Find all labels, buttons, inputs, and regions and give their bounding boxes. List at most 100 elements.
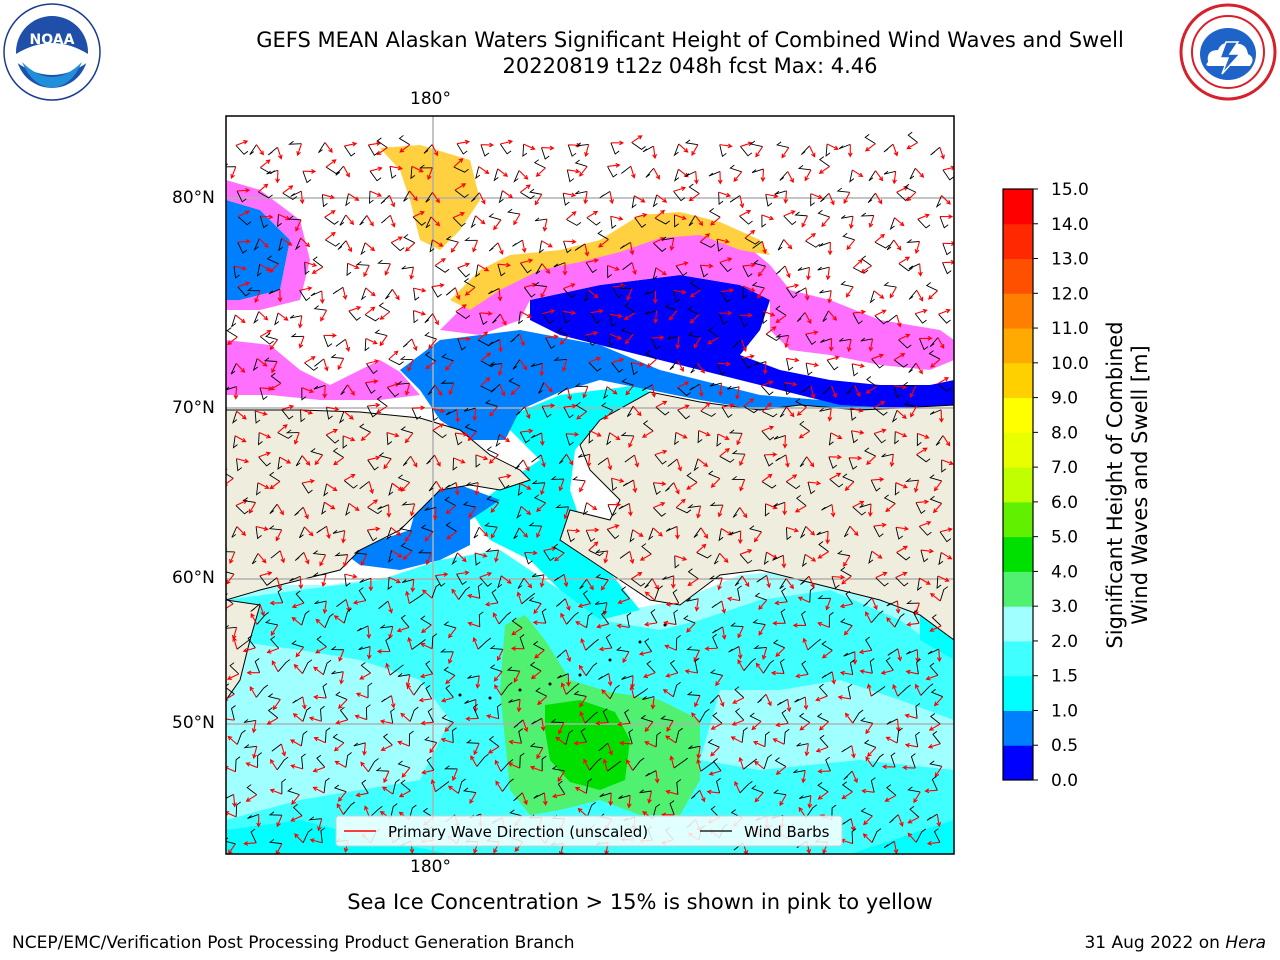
wind-barb	[445, 521, 457, 532]
wave-direction-arrow	[806, 267, 811, 281]
wave-direction-arrow	[937, 377, 950, 385]
wave-direction-arrow	[851, 430, 865, 435]
wind-barb	[585, 638, 599, 651]
wave-direction-arrow	[391, 289, 400, 301]
wind-barb	[320, 827, 326, 843]
wind-barb	[313, 305, 327, 311]
wave-direction-arrow	[237, 281, 251, 288]
wave-direction-arrow	[652, 146, 657, 160]
wind-barb	[870, 479, 881, 492]
wave-direction-arrow	[334, 760, 347, 768]
wave-direction-arrow	[775, 647, 786, 658]
wind-barb	[729, 164, 742, 173]
wave-direction-arrow	[607, 162, 621, 168]
wave-direction-arrow	[895, 431, 908, 438]
sea-ice-coast	[226, 340, 420, 400]
wave-direction-arrow	[831, 574, 846, 580]
wind-barb	[551, 765, 565, 772]
wave-direction-arrow	[421, 589, 433, 599]
wind-barb	[369, 170, 382, 182]
wind-barb	[498, 190, 504, 204]
wave-direction-arrow	[609, 333, 623, 340]
wind-barb	[696, 552, 712, 559]
wind-barb	[805, 362, 813, 376]
wind-barb	[467, 674, 480, 679]
wave-direction-arrow	[379, 311, 391, 320]
wave-direction-arrow	[694, 695, 701, 708]
wind-barb	[873, 525, 884, 538]
wave-direction-arrow	[342, 435, 356, 442]
wind-barb	[356, 625, 369, 632]
wind-barb	[367, 682, 373, 698]
wind-barb	[509, 809, 523, 817]
wave-direction-arrow	[298, 336, 305, 349]
wind-barb	[774, 757, 787, 767]
wind-barb	[498, 611, 512, 625]
wind-barb	[545, 337, 556, 350]
wind-barb	[739, 315, 749, 328]
wind-barb	[502, 778, 514, 792]
wind-barb	[464, 699, 477, 704]
wind-barb	[378, 600, 389, 609]
wind-barb	[621, 675, 634, 680]
wind-barb	[535, 263, 543, 275]
wind-barb	[335, 691, 348, 700]
wave-direction-arrow	[742, 262, 756, 268]
wind-barb	[853, 267, 869, 274]
wind-barb	[779, 658, 785, 674]
wind-barb	[312, 256, 324, 268]
wave-direction-arrow	[279, 456, 292, 464]
wind-barb	[707, 739, 720, 748]
wave-direction-arrow	[236, 458, 250, 464]
wave-direction-arrow	[323, 358, 329, 372]
wave-direction-arrow	[579, 696, 587, 708]
wind-barb	[801, 554, 807, 568]
wave-direction-arrow	[400, 481, 411, 492]
wave-direction-arrow	[644, 721, 654, 733]
wind-barb	[226, 327, 238, 338]
wind-barb	[553, 356, 567, 361]
wave-direction-arrow	[388, 626, 394, 640]
wave-direction-arrow	[737, 659, 745, 671]
wind-barb	[445, 684, 454, 698]
lat-label-50: 50°N	[172, 713, 215, 733]
wind-barb	[607, 504, 617, 517]
wave-direction-arrow	[360, 553, 368, 566]
wind-barb	[257, 191, 273, 199]
colorbar-swatch	[1003, 640, 1033, 677]
wind-barb	[687, 331, 701, 338]
wind-barb	[292, 696, 304, 704]
wind-barb	[368, 191, 374, 204]
colorbar-tick-label: 11.0	[1051, 319, 1089, 339]
wave-direction-arrow	[897, 648, 903, 662]
wave-direction-arrow	[916, 289, 924, 302]
wave-direction-arrow	[272, 699, 281, 711]
wind-barb	[909, 168, 916, 180]
wave-direction-arrow	[362, 742, 367, 756]
wave-direction-arrow	[295, 646, 305, 658]
wind-barb	[295, 455, 303, 467]
wind-barb	[267, 146, 278, 156]
wind-barb	[828, 612, 834, 628]
wind-barb	[497, 575, 503, 589]
wave-direction-arrow	[493, 671, 503, 682]
wind-barb	[359, 423, 371, 433]
wind-barb	[781, 587, 788, 603]
wind-barb	[675, 265, 688, 277]
wave-direction-arrow	[913, 791, 921, 804]
wind-barb	[734, 708, 745, 721]
wind-barb	[910, 753, 916, 769]
wave-direction-arrow	[472, 408, 478, 422]
colorbar-tick-label: 2.0	[1051, 632, 1078, 652]
wave-direction-arrow	[896, 409, 907, 420]
wind-barb	[588, 430, 594, 444]
wind-barb	[610, 142, 620, 155]
wind-barb	[674, 432, 679, 446]
wind-barb	[553, 574, 565, 582]
wind-barb	[343, 480, 358, 489]
wind-barb	[409, 593, 424, 604]
wind-barb	[420, 524, 434, 533]
wave-direction-arrow	[634, 195, 646, 203]
wind-barb	[565, 683, 580, 695]
wind-barb	[756, 575, 767, 583]
